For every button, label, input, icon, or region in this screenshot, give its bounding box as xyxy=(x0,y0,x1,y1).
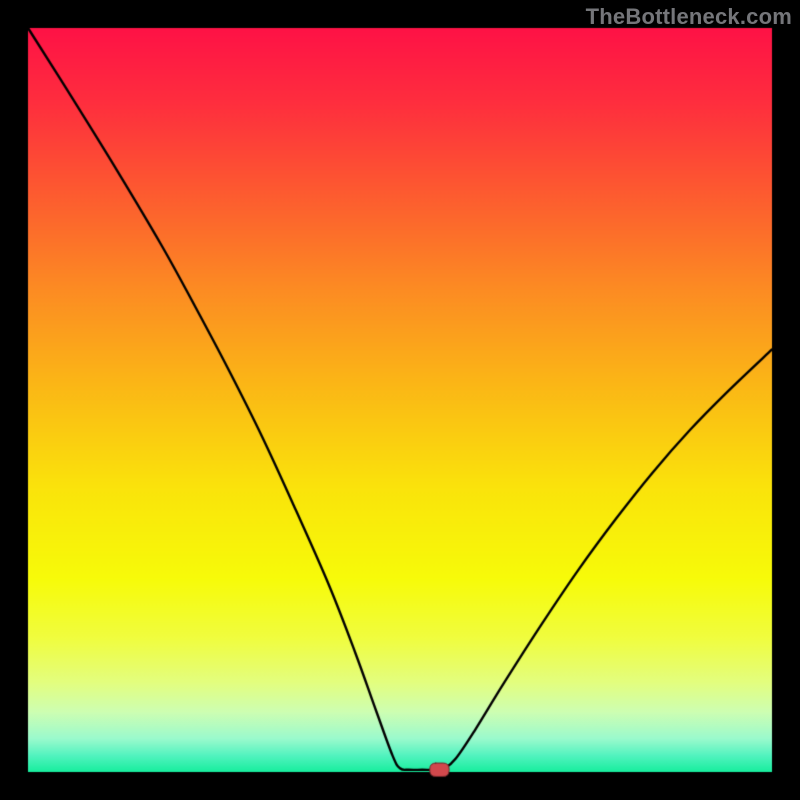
watermark-text: TheBottleneck.com xyxy=(586,4,792,30)
bottleneck-chart-canvas xyxy=(0,0,800,800)
chart-container: TheBottleneck.com xyxy=(0,0,800,800)
